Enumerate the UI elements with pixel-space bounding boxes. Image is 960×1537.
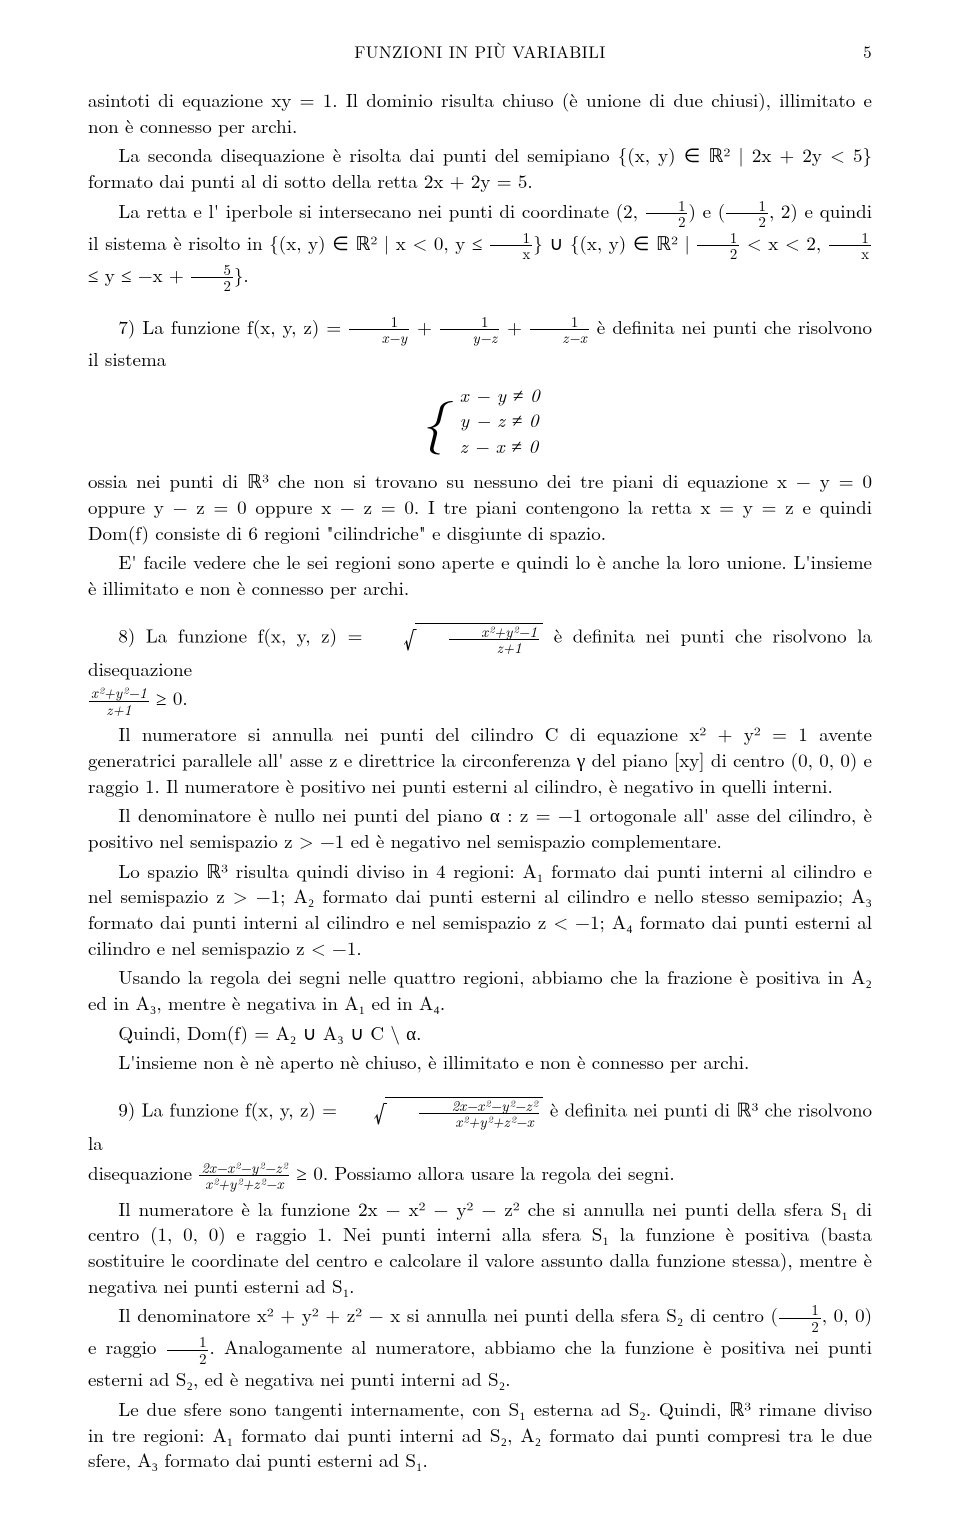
para-ex7b: ossia nei punti di ℝ³ che non si trovano… (88, 468, 872, 545)
para-ex7: 7) La funzione f(x, y, z) = 1x−y + 1y−z … (88, 314, 872, 372)
para-ex9b: disequazione 2x−x²−y²−z²x²+y²+z²−x ≥ 0. … (88, 1160, 872, 1192)
para-ex8c: Il denominatore è nullo nei punti del pi… (88, 802, 872, 853)
para-ex8d: Lo spazio ℝ³ risulta quindi diviso in 4 … (88, 858, 872, 961)
system-xyz: { x − y ≠ 0 y − z ≠ 0 z − x ≠ 0 (88, 382, 872, 459)
para-intersection: La retta e l' iperbole si intersecano ne… (88, 198, 872, 294)
sqrt-ex9: 2x−x²−y²−z²x²+y²+z²−x (343, 1095, 543, 1130)
para-ex8g: L'insieme non è nè aperto nè chiuso, è i… (88, 1049, 872, 1075)
para-ex9c: Il numeratore è la funzione 2x − x² − y²… (88, 1196, 872, 1299)
para-ex8-ineq: x²+y²−1z+1 ≥ 0. (88, 685, 872, 717)
para-ex8e: Usando la regola dei segni nelle quattro… (88, 964, 872, 1015)
para-ex8: 8) La funzione f(x, y, z) = x²+y²−1z+1 è… (88, 621, 872, 682)
para-ex9d: Il denominatore x² + y² + z² − x si annu… (88, 1302, 872, 1392)
para-ex9e: Le due sfere sono tangenti internamente,… (88, 1396, 872, 1473)
running-header: FUNZIONI IN PIÙ VARIABILI 5 (88, 40, 872, 63)
header-title: FUNZIONI IN PIÙ VARIABILI (354, 39, 606, 63)
para-second-diseq: La seconda disequazione è risolta dai pu… (88, 142, 872, 193)
para-asintoti: asintoti di equazione xy = 1. Il dominio… (88, 87, 872, 138)
frac-half: 12 (646, 198, 688, 230)
para-ex8f: Quindi, Dom(f) = A₂ ∪ A₃ ∪ C \ α. (88, 1020, 872, 1046)
sqrt-ex8: x²+y²−1z+1 (373, 621, 543, 656)
page-number: 5 (863, 40, 872, 63)
para-ex7c: E' facile vedere che le sei regioni sono… (88, 549, 872, 600)
para-ex9: 9) La funzione f(x, y, z) = 2x−x²−y²−z²x… (88, 1095, 872, 1156)
para-ex8b: Il numeratore si annulla nei punti del c… (88, 721, 872, 798)
